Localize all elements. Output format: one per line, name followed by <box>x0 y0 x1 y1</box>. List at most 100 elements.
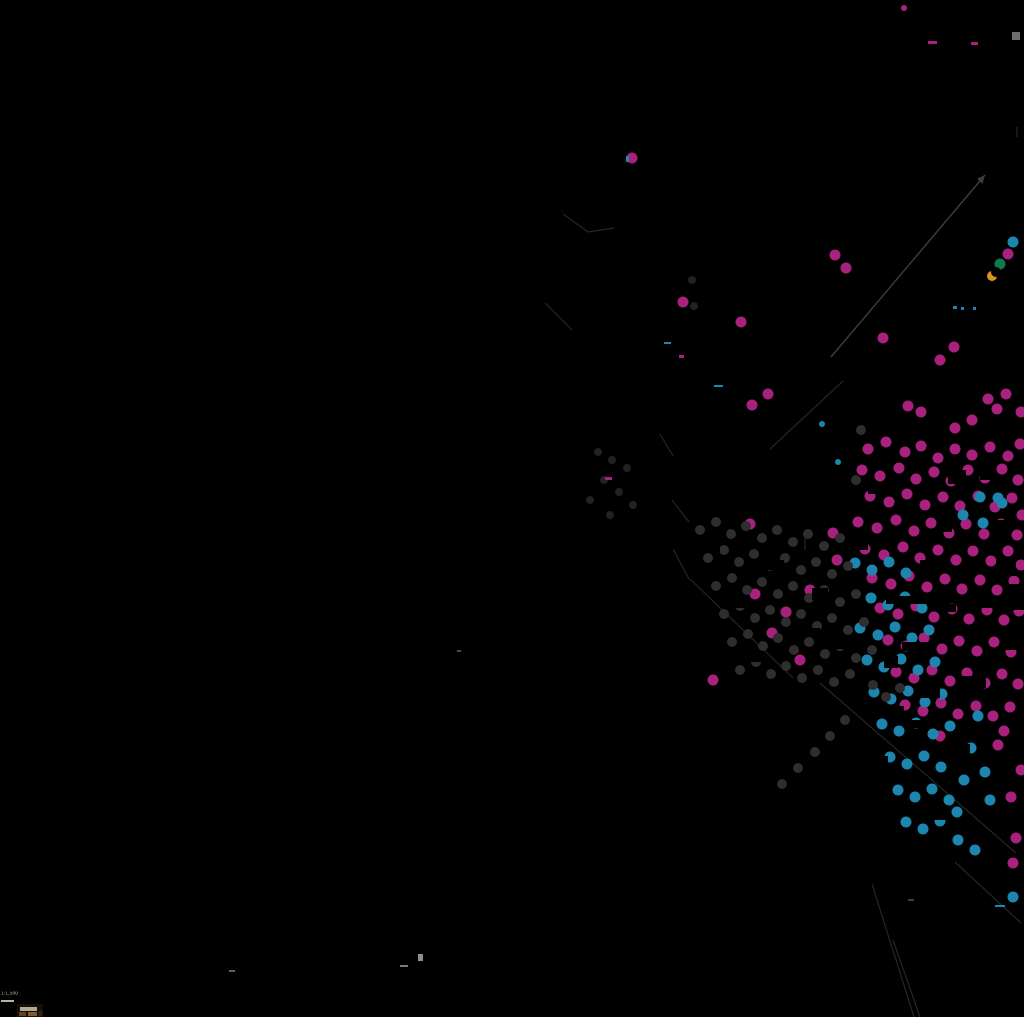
data-point <box>856 425 866 435</box>
data-point <box>789 645 799 655</box>
data-point <box>793 763 803 773</box>
data-point <box>777 779 787 789</box>
data-point <box>918 632 930 644</box>
data-point <box>917 823 929 835</box>
data-point <box>695 525 705 535</box>
data-point <box>923 624 935 636</box>
data-point <box>727 573 737 583</box>
data-point <box>861 654 873 666</box>
data-point <box>741 521 751 531</box>
thumbnail-fragment <box>28 1012 37 1016</box>
data-point <box>866 572 878 584</box>
occluder-rect <box>852 540 868 550</box>
data-point <box>825 731 835 741</box>
data-point <box>743 629 753 639</box>
fragment-mark <box>714 385 723 387</box>
road-line <box>672 548 690 580</box>
data-point <box>746 399 758 411</box>
data-point <box>967 545 979 557</box>
data-point <box>895 653 907 665</box>
occluder-rect <box>700 544 720 552</box>
occluder-rect <box>920 560 946 572</box>
data-point <box>794 654 806 666</box>
data-point <box>926 783 938 795</box>
data-point <box>957 509 969 521</box>
data-point <box>835 597 845 607</box>
fragment-mark <box>971 42 978 45</box>
data-point <box>988 636 1000 648</box>
occluder-rect <box>960 676 986 688</box>
scale-bar <box>1 1000 14 1002</box>
arrow-head-icon <box>976 175 985 184</box>
data-point <box>758 641 768 651</box>
data-point <box>831 554 843 566</box>
data-point <box>897 541 909 553</box>
data-point <box>757 533 767 543</box>
data-point <box>835 459 841 465</box>
data-point <box>750 613 760 623</box>
data-point <box>982 393 994 405</box>
data-point <box>889 621 901 633</box>
data-point <box>977 517 989 529</box>
fragment-mark <box>928 41 937 44</box>
fragment-mark <box>400 965 408 967</box>
fragment-mark <box>605 477 612 480</box>
data-point <box>586 496 594 504</box>
data-point <box>781 617 791 627</box>
data-point <box>606 511 614 519</box>
data-point <box>1006 492 1018 504</box>
data-point <box>1012 474 1024 486</box>
data-point <box>928 466 940 478</box>
data-point <box>948 341 960 353</box>
data-point <box>623 464 631 472</box>
data-point <box>895 683 905 693</box>
data-point <box>979 766 991 778</box>
data-point <box>719 545 729 555</box>
data-point <box>735 316 747 328</box>
data-point <box>819 421 825 427</box>
data-point <box>881 692 891 702</box>
data-point <box>703 553 713 563</box>
data-point <box>893 725 905 737</box>
fragment-mark <box>626 156 629 162</box>
data-point <box>829 249 841 261</box>
data-point <box>882 634 894 646</box>
data-point <box>862 443 874 455</box>
data-point <box>688 276 696 284</box>
data-point <box>996 497 1008 509</box>
data-point <box>871 522 883 534</box>
data-point <box>963 613 975 625</box>
data-point <box>956 583 968 595</box>
data-point <box>876 718 888 730</box>
data-point <box>966 449 978 461</box>
data-point <box>991 403 1003 415</box>
data-point <box>1010 832 1022 844</box>
data-point <box>960 518 972 530</box>
data-point <box>872 629 884 641</box>
road-line <box>544 302 573 331</box>
data-point <box>796 565 806 575</box>
data-point <box>885 578 897 590</box>
data-point <box>1014 438 1024 450</box>
data-point <box>998 725 1010 737</box>
data-point <box>711 517 721 527</box>
data-point <box>829 677 839 687</box>
occluder-rect <box>908 720 924 728</box>
occluder-rect <box>812 588 828 600</box>
data-point <box>917 705 929 717</box>
data-point <box>1015 559 1024 571</box>
data-point <box>1004 701 1016 713</box>
data-point <box>781 661 791 671</box>
thumbnail-fragment <box>38 1011 42 1016</box>
occluder-rect <box>864 756 888 766</box>
occluder-layer <box>700 267 1024 844</box>
data-point <box>772 525 782 535</box>
road-line <box>587 227 615 233</box>
occluder-rect <box>880 836 904 844</box>
data-point <box>840 715 850 725</box>
data-point <box>936 643 948 655</box>
fragment-mark <box>664 342 671 344</box>
data-point <box>1002 248 1014 260</box>
